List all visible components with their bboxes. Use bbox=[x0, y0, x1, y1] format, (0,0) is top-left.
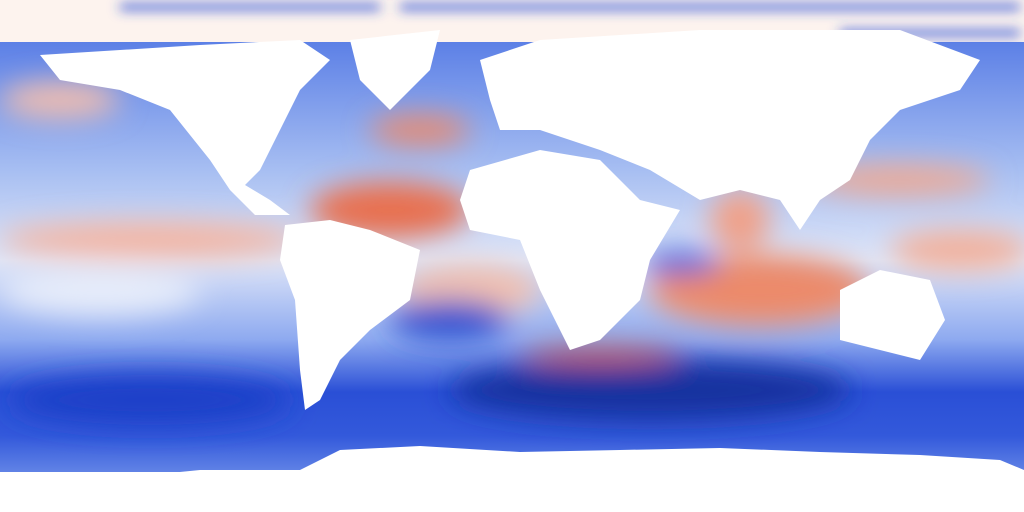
sea-ice-edge bbox=[120, 4, 1020, 36]
anomaly-patches bbox=[0, 82, 1024, 425]
australia bbox=[840, 270, 945, 360]
antarctica bbox=[0, 446, 1024, 512]
north-america bbox=[40, 40, 330, 215]
africa bbox=[460, 150, 680, 350]
land bbox=[0, 30, 1024, 512]
south-america bbox=[280, 220, 420, 410]
eurasia bbox=[480, 30, 980, 230]
greenland bbox=[350, 30, 440, 110]
